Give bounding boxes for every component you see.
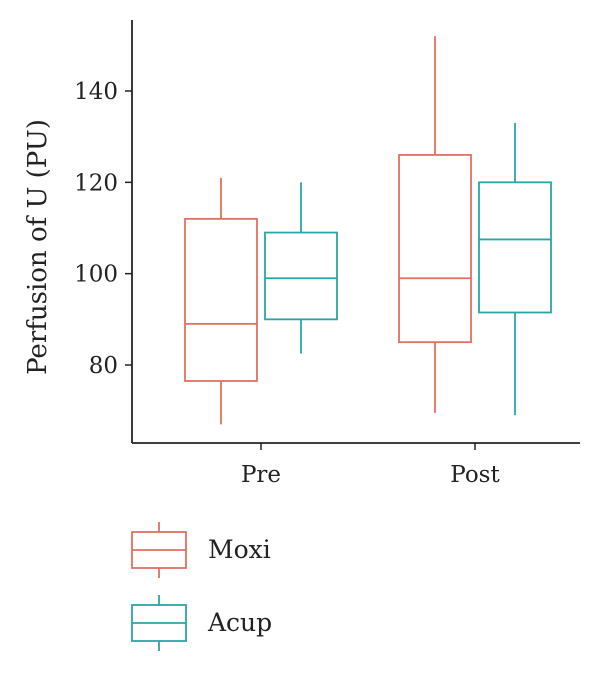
- box-moxi-post: [398, 36, 472, 413]
- y-ticks: 80 100 120 140: [74, 79, 132, 379]
- legend-label: Moxi: [208, 535, 271, 564]
- box-iqr: [184, 217, 258, 382]
- boxes: [184, 36, 552, 425]
- y-tick-label: 80: [89, 353, 118, 379]
- y-tick-label: 140: [74, 79, 118, 105]
- legend-key-box-icon: [131, 522, 187, 578]
- x-tick-label: Post: [450, 462, 500, 488]
- y-tick-label: 100: [74, 262, 118, 288]
- legend-label: Acup: [207, 608, 272, 637]
- box-iqr: [398, 154, 472, 344]
- box-moxi-pre: [184, 177, 258, 425]
- box-acup-pre: [264, 182, 338, 354]
- axes: [131, 20, 580, 444]
- legend-item-moxi: Moxi: [131, 522, 271, 578]
- legend-item-acup: Acup: [131, 595, 272, 651]
- legend-key-box-icon: [131, 595, 187, 651]
- x-tick-label: Pre: [241, 462, 281, 488]
- box-iqr: [264, 231, 338, 321]
- y-tick-label: 120: [74, 170, 118, 196]
- box-acup-post: [478, 122, 552, 416]
- y-axis-label: Perfusion of U (PU): [23, 119, 53, 375]
- legend: Moxi Acup: [131, 522, 272, 651]
- box-iqr: [478, 181, 552, 314]
- x-ticks: Pre Post: [241, 443, 500, 488]
